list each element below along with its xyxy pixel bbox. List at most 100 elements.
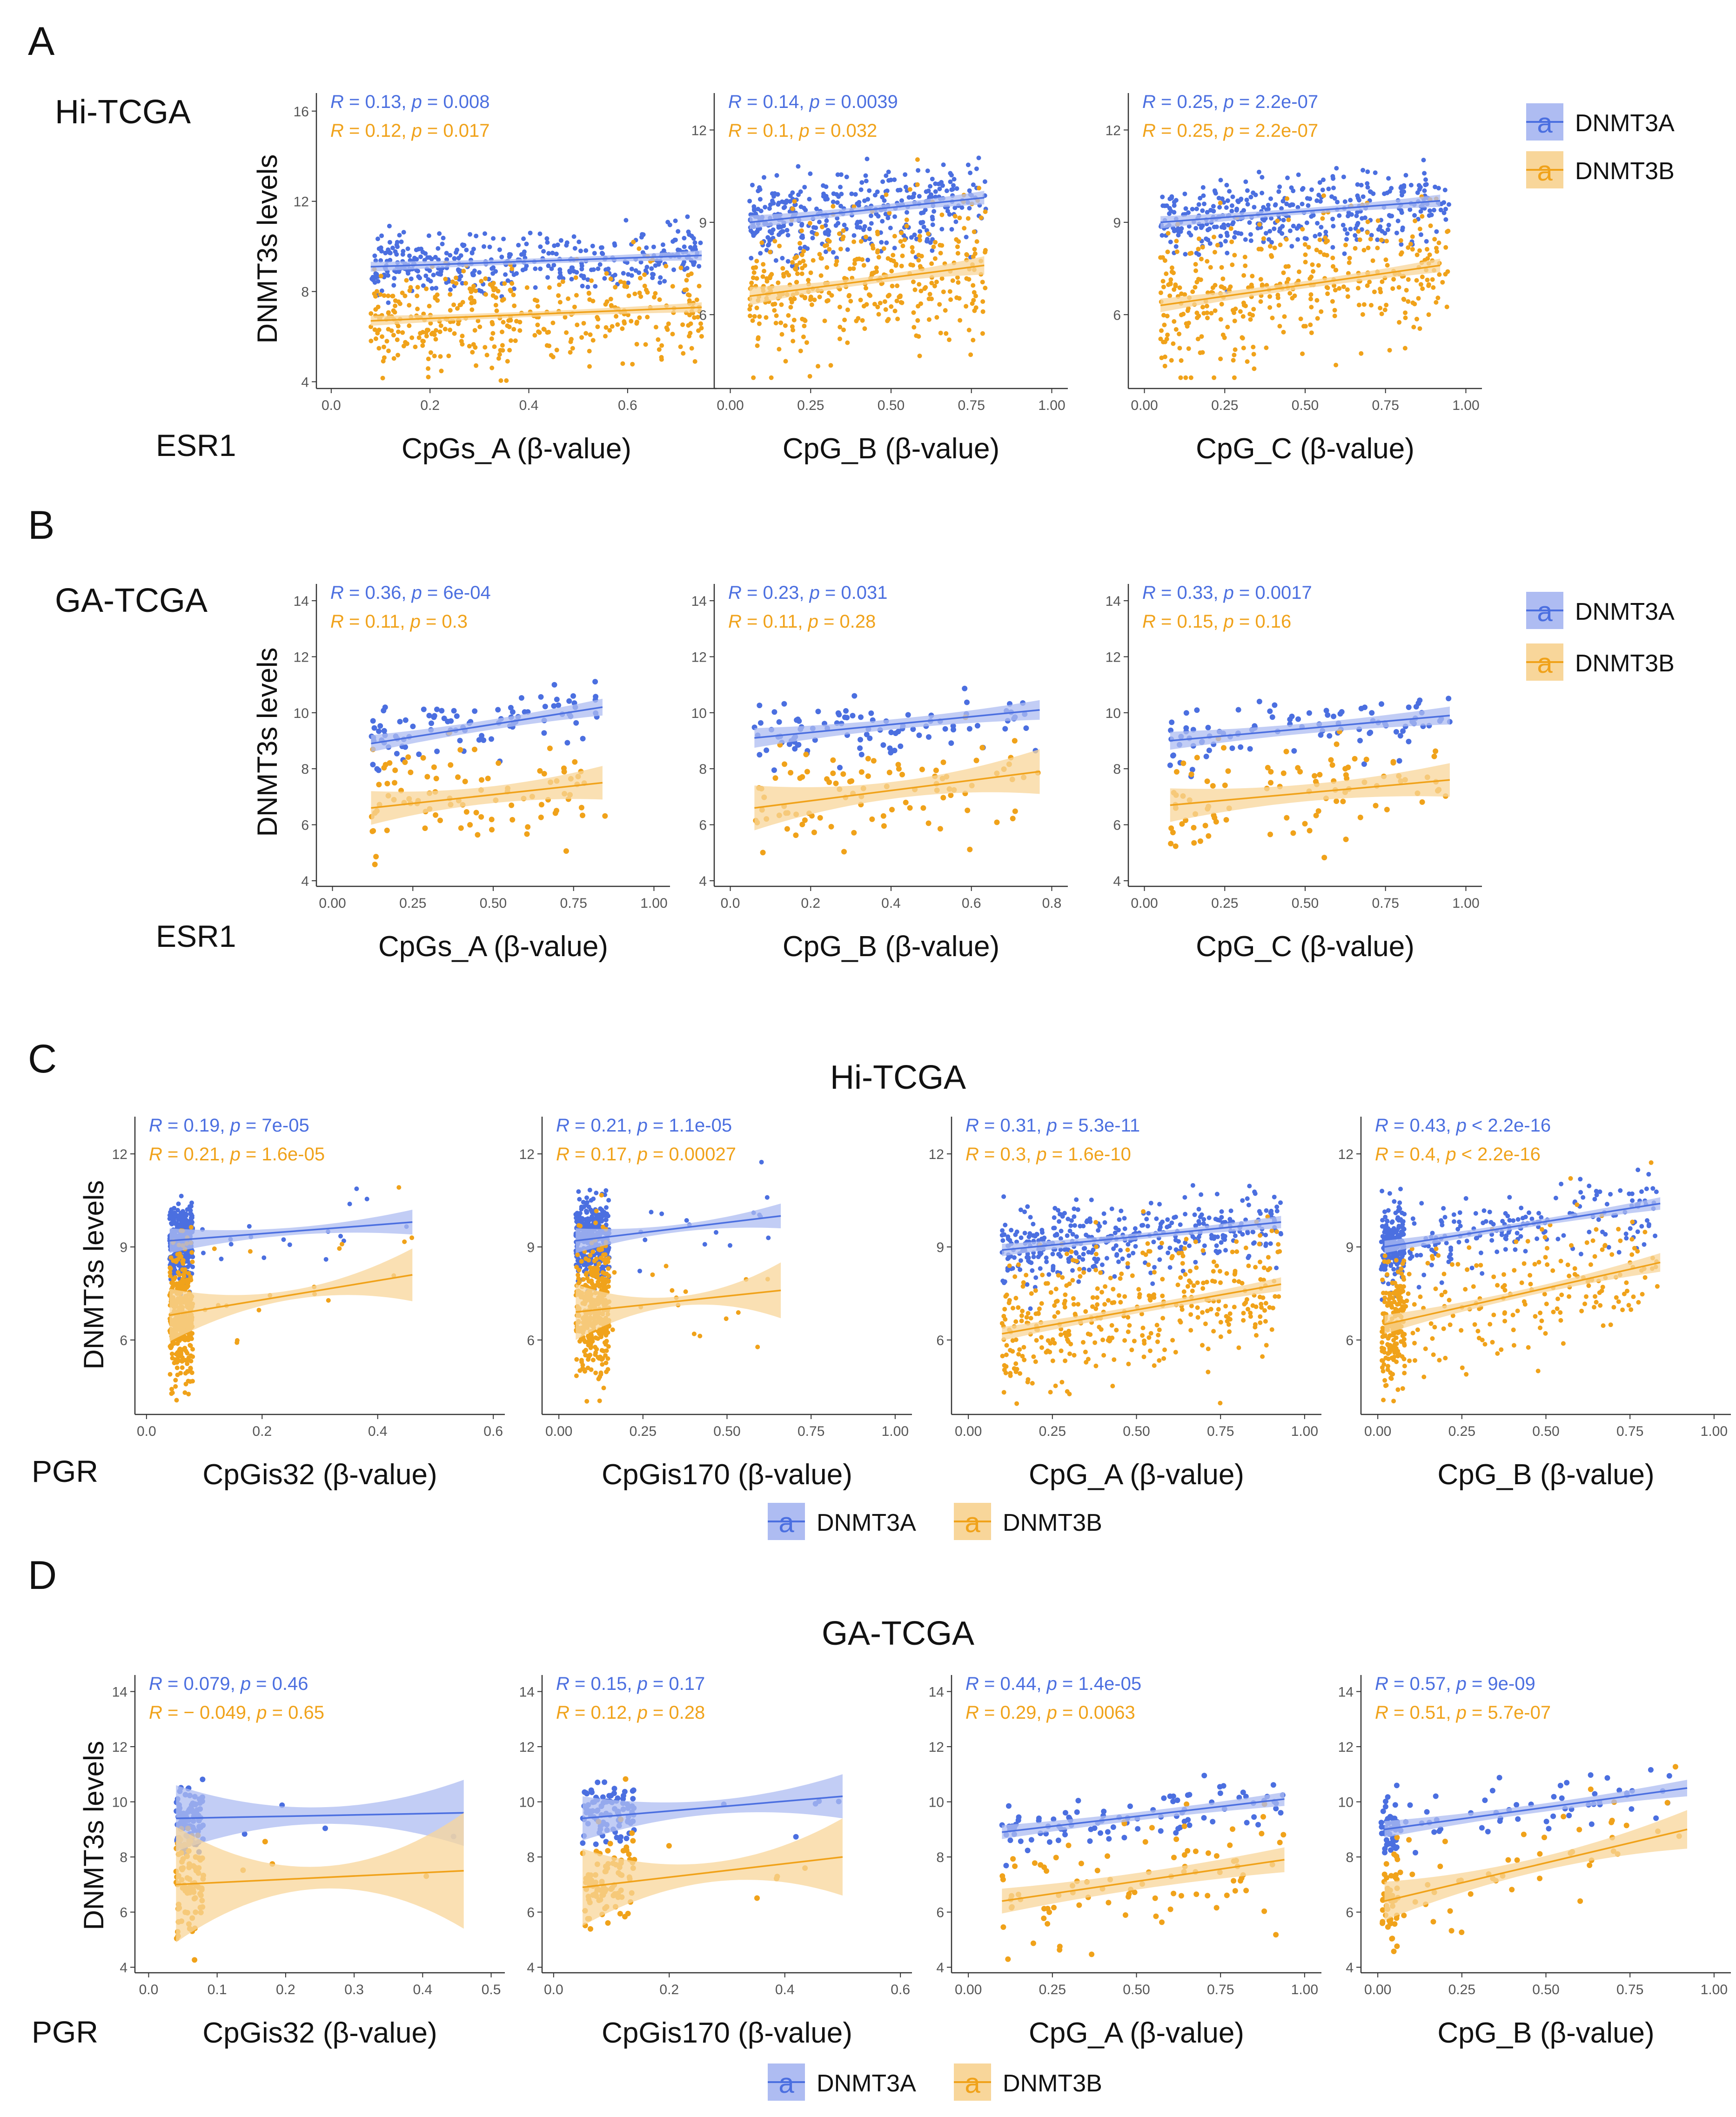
y-tick-label: 9 bbox=[936, 1240, 944, 1255]
data-point bbox=[762, 175, 766, 180]
data-point bbox=[468, 232, 473, 237]
data-point bbox=[971, 298, 976, 303]
data-point bbox=[1272, 245, 1277, 250]
data-point bbox=[1158, 290, 1163, 295]
data-point bbox=[1187, 251, 1193, 256]
data-point bbox=[1355, 210, 1360, 214]
data-point bbox=[1221, 745, 1227, 751]
data-point bbox=[473, 345, 478, 350]
data-point bbox=[1258, 277, 1263, 282]
data-point bbox=[1165, 1217, 1170, 1222]
data-point bbox=[851, 239, 857, 244]
data-point bbox=[916, 258, 921, 263]
data-point bbox=[807, 221, 812, 226]
data-point bbox=[485, 776, 491, 782]
data-point bbox=[1294, 226, 1300, 231]
data-point bbox=[902, 237, 907, 242]
data-point bbox=[1072, 1206, 1077, 1211]
data-point bbox=[1304, 220, 1309, 225]
data-point bbox=[682, 235, 687, 241]
data-point bbox=[1116, 1259, 1121, 1264]
data-point bbox=[1192, 1212, 1197, 1217]
data-point bbox=[952, 177, 957, 182]
data-point bbox=[1375, 246, 1380, 250]
data-point bbox=[858, 239, 864, 244]
data-point bbox=[1003, 1222, 1008, 1227]
data-point bbox=[919, 211, 924, 215]
data-point bbox=[1010, 816, 1016, 822]
x-tick-label: 0.75 bbox=[1372, 896, 1399, 911]
data-point bbox=[551, 703, 557, 709]
data-point bbox=[1018, 1267, 1023, 1272]
data-point bbox=[1367, 730, 1373, 736]
data-point bbox=[1276, 189, 1281, 194]
data-point bbox=[871, 270, 877, 275]
data-point bbox=[1232, 353, 1237, 357]
data-point bbox=[426, 277, 431, 282]
data-point bbox=[943, 308, 948, 313]
data-point bbox=[378, 274, 383, 279]
data-point bbox=[588, 1253, 593, 1258]
data-point bbox=[632, 291, 637, 296]
data-point bbox=[1447, 202, 1451, 207]
y-tick-label: 12 bbox=[691, 650, 707, 665]
data-point bbox=[1204, 303, 1209, 308]
data-point bbox=[848, 299, 853, 304]
data-point bbox=[400, 330, 405, 335]
x-tick-label: 0.4 bbox=[519, 398, 539, 413]
x-tick-label: 0.00 bbox=[545, 1424, 572, 1439]
data-point bbox=[724, 1316, 729, 1321]
data-point bbox=[491, 236, 496, 241]
data-point bbox=[868, 710, 874, 716]
data-point bbox=[566, 296, 570, 301]
data-point bbox=[689, 346, 694, 351]
data-point bbox=[878, 301, 883, 306]
data-point bbox=[1057, 1219, 1062, 1224]
data-point bbox=[754, 276, 759, 281]
data-point bbox=[931, 244, 936, 249]
data-point bbox=[788, 296, 793, 301]
data-point bbox=[1434, 300, 1439, 305]
data-point bbox=[1009, 1227, 1014, 1233]
data-point bbox=[182, 1267, 188, 1272]
y-axis-label-d: DNMT3s levels bbox=[78, 1741, 109, 1930]
data-point bbox=[1213, 1217, 1218, 1221]
data-point bbox=[834, 255, 839, 261]
data-point bbox=[817, 252, 822, 257]
data-point bbox=[903, 799, 909, 805]
data-point bbox=[598, 1370, 603, 1375]
data-point bbox=[928, 184, 933, 189]
data-point bbox=[804, 769, 810, 775]
data-point bbox=[1443, 245, 1448, 250]
data-point bbox=[464, 248, 469, 253]
x-tick-label: 0.2 bbox=[420, 398, 440, 413]
cohort-label-d: GA-TCGA bbox=[822, 1615, 974, 1652]
data-point bbox=[880, 742, 886, 748]
data-point bbox=[865, 756, 871, 762]
data-point bbox=[1247, 312, 1253, 316]
data-point bbox=[979, 215, 984, 220]
data-point bbox=[760, 850, 766, 856]
data-point bbox=[803, 263, 807, 268]
data-point bbox=[382, 762, 389, 768]
data-point bbox=[1385, 263, 1390, 268]
data-point bbox=[379, 288, 384, 293]
data-point bbox=[415, 285, 420, 290]
data-point bbox=[907, 805, 913, 811]
data-point bbox=[169, 1391, 174, 1396]
data-point bbox=[1261, 218, 1267, 223]
data-point bbox=[1287, 291, 1293, 296]
data-point bbox=[784, 826, 790, 832]
data-point bbox=[572, 246, 577, 251]
data-point bbox=[603, 267, 608, 272]
data-point bbox=[187, 1204, 192, 1209]
data-point bbox=[596, 1355, 601, 1360]
x-tick-label: 0.2 bbox=[252, 1424, 272, 1439]
data-point bbox=[1196, 1206, 1201, 1212]
data-point bbox=[851, 693, 858, 699]
data-point bbox=[1251, 307, 1256, 312]
x-axis-title: CpGs_A (β-value) bbox=[402, 433, 631, 465]
data-point bbox=[657, 280, 663, 285]
data-point bbox=[1290, 202, 1295, 208]
data-point bbox=[895, 283, 900, 288]
